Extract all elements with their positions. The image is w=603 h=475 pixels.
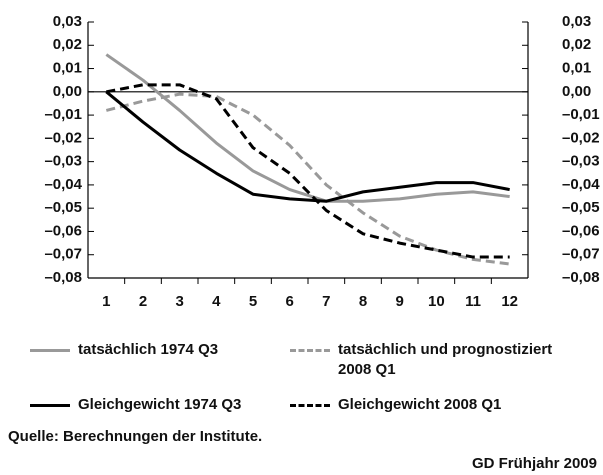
x-tick-label: 6 (285, 293, 293, 310)
legend-item: tatsächlich 1974 Q3 (30, 340, 308, 360)
y-tick-label: –0,08 (44, 269, 82, 286)
y-tick-label: 0,02 (53, 36, 82, 53)
x-tick-label: 7 (322, 293, 330, 310)
y-tick-label: –0,01 (44, 106, 82, 123)
y2-tick-label: –0,03 (562, 153, 600, 170)
y2-tick-label: –0,04 (562, 176, 600, 193)
legend-item: Gleichgewicht 2008 Q1 (290, 395, 568, 415)
legend-label: tatsächlich 1974 Q3 (78, 341, 219, 358)
y2-tick-label: 0,01 (562, 60, 591, 77)
x-tick-label: 10 (428, 293, 445, 310)
y-tick-label: –0,06 (44, 222, 82, 239)
legend-item: tatsächlich und prognostiziert 2008 Q1 (290, 340, 568, 380)
series-line (105, 90, 510, 203)
y2-tick-label: 0,02 (562, 36, 591, 53)
x-tick-label: 4 (212, 293, 221, 310)
x-tick-label: 9 (395, 293, 403, 310)
series-line (105, 92, 510, 266)
y2-tick-label: –0,01 (562, 106, 600, 123)
y2-tick-label: 0,03 (562, 13, 591, 30)
legend-swatch (30, 349, 70, 352)
legend-label: tatsächlich und prognostiziert 2008 Q1 (338, 341, 553, 378)
chart: 0,03 0,02 0,01 0,00 –0,01 –0,02 –0,03 –0,04 –0,0… (44, 13, 600, 310)
y2-tick-label: –0,05 (562, 199, 600, 216)
y2-tick-label: 0,00 (562, 83, 591, 100)
legend-label: Gleichgewicht 2008 Q1 (338, 396, 502, 413)
x-tick-label: 2 (139, 293, 147, 310)
y2-tick-label: –0,07 (562, 246, 600, 263)
series-line (106, 83, 510, 259)
x-tick-label: 11 (465, 293, 481, 310)
legend-swatch (290, 349, 330, 352)
y-tick-label: –0,04 (44, 176, 82, 193)
y-tick-label: –0,03 (44, 153, 82, 170)
y-tick-label: 0,03 (53, 13, 82, 30)
y2-tick-label: –0,06 (562, 222, 600, 239)
credit: GD Frühjahr 2009 (471, 455, 597, 472)
legend-item: Gleichgewicht 1974 Q3 (30, 395, 308, 415)
legend-label: Gleichgewicht 1974 Q3 (78, 396, 242, 413)
source-note: Quelle: Berechnungen der Institute. (8, 428, 263, 445)
series-line (105, 53, 510, 203)
x-tick-label: 12 (501, 293, 518, 310)
y-tick-label: –0,05 (44, 199, 82, 216)
y-tick-label: 0,00 (53, 83, 82, 100)
legend-swatch (30, 404, 70, 407)
y2-tick-label: –0,08 (562, 269, 600, 286)
y-tick-label: –0,07 (44, 246, 82, 263)
y-tick-label: –0,02 (44, 129, 82, 146)
y2-tick-label: –0,02 (562, 129, 600, 146)
legend-swatch (290, 404, 330, 407)
x-tick-label: 1 (102, 293, 110, 310)
x-tick-label: 3 (175, 293, 183, 310)
x-tick-label: 5 (249, 293, 257, 310)
y-tick-label: 0,01 (53, 60, 82, 77)
x-tick-label: 8 (359, 293, 367, 310)
